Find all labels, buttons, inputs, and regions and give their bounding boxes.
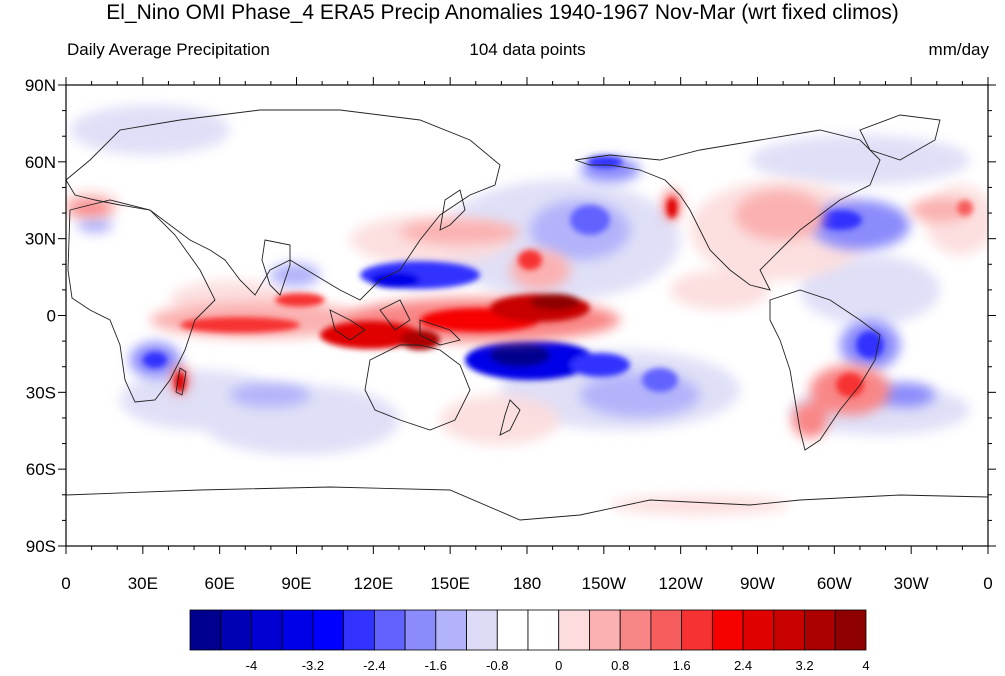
- sample-count: 104 data points: [469, 40, 586, 59]
- lon-tick-label: 120E: [353, 574, 393, 593]
- lat-tick-label: 30N: [25, 230, 56, 249]
- colorbar-swatch: [404, 609, 437, 651]
- colorbar: -4 -3.2 -2.4 -1.6 -0.8 0 0.8 1.6 2.4 3.2 4: [189, 609, 870, 673]
- colorbar-label: 2.4: [734, 658, 752, 673]
- lon-tick-label: 120W: [658, 574, 702, 593]
- colorbar-label: -3.2: [302, 658, 324, 673]
- colorbar-swatch: [281, 609, 314, 651]
- lon-tick-label: 150E: [430, 574, 470, 593]
- colorbar-label: -0.8: [486, 658, 508, 673]
- colorbar-swatch: [251, 609, 283, 651]
- lat-tick-label: 30S: [26, 383, 56, 402]
- colorbar-swatch: [681, 609, 713, 651]
- colorbar-label: 1.6: [673, 658, 691, 673]
- colorbar-label: 0.8: [611, 658, 629, 673]
- colorbar-swatch: [650, 609, 683, 651]
- colorbar-swatch: [343, 609, 375, 651]
- colorbar-swatch: [589, 609, 621, 651]
- coastlines: [66, 109, 988, 521]
- lat-tick-label: 90S: [26, 537, 56, 556]
- colorbar-swatch: [220, 609, 252, 651]
- colorbar-swatch: [189, 609, 222, 651]
- units-label: mm/day: [928, 40, 989, 59]
- colorbar-swatch: [558, 609, 590, 651]
- lon-tick-label: 90W: [740, 574, 775, 593]
- lon-tick-label: 150W: [582, 574, 626, 593]
- lon-tick-label: 0: [983, 574, 992, 593]
- latitude-axis: 90N 60N 30N 0 30S 60S 90S: [25, 76, 996, 556]
- lat-tick-label: 60S: [26, 460, 56, 479]
- colorbar-swatch: [834, 609, 867, 651]
- colorbar-swatch: [619, 609, 652, 651]
- lon-tick-label: 60E: [205, 574, 235, 593]
- colorbar-swatch: [435, 609, 467, 651]
- colorbar-label: -4: [246, 658, 258, 673]
- colorbar-swatch: [496, 609, 529, 651]
- colorbar-swatch: [773, 609, 805, 651]
- colorbar-label: -2.4: [363, 658, 385, 673]
- longitude-axis: 0 30E 60E 90E 120E 150E 180 150W 120W 90W 60W 30W 0: [61, 77, 993, 593]
- colorbar-swatch: [527, 609, 560, 651]
- colorbar-swatch: [742, 609, 775, 651]
- lon-tick-label: 30E: [128, 574, 158, 593]
- lon-tick-label: 90E: [281, 574, 311, 593]
- colorbar-label: 0: [555, 658, 562, 673]
- colorbar-swatch: [466, 609, 498, 651]
- colorbar-swatch: [373, 609, 406, 651]
- anomaly-field: [66, 85, 988, 546]
- colorbar-label: 4: [862, 658, 869, 673]
- variable-label: Daily Average Precipitation: [67, 40, 270, 59]
- colorbar-label: 3.2: [796, 658, 814, 673]
- colorbar-swatch: [711, 609, 744, 651]
- colorbar-label: -1.6: [425, 658, 447, 673]
- lat-tick-label: 60N: [25, 153, 56, 172]
- lon-tick-label: 30W: [894, 574, 929, 593]
- lon-tick-label: 60W: [817, 574, 852, 593]
- lon-tick-label: 180: [513, 574, 541, 593]
- lat-tick-label: 0: [47, 307, 56, 326]
- lon-tick-label: 0: [61, 574, 70, 593]
- lat-tick-label: 90N: [25, 76, 56, 95]
- map-title: El_Nino OMI Phase_4 ERA5 Precip Anomalie…: [106, 1, 899, 24]
- colorbar-swatch: [804, 609, 836, 651]
- colorbar-swatch: [312, 609, 345, 651]
